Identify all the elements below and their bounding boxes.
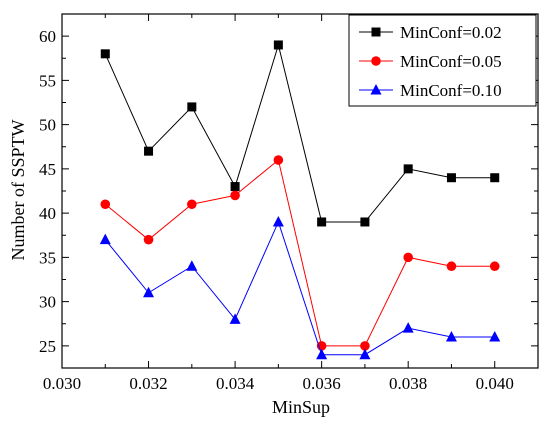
y-tick-label: 35 — [39, 248, 56, 267]
data-point — [100, 49, 110, 59]
data-point — [490, 173, 500, 183]
x-tick-label: 0.030 — [43, 374, 81, 393]
data-point — [143, 234, 154, 245]
legend-label: MinConf=0.10 — [400, 81, 502, 100]
data-point — [230, 190, 240, 201]
data-point — [446, 173, 456, 183]
series-3 — [99, 215, 501, 360]
series-line — [104, 220, 495, 356]
data-point — [100, 199, 111, 210]
data-point — [403, 252, 413, 263]
x-tick-label: 0.040 — [476, 374, 514, 393]
data-point — [99, 233, 111, 245]
data-point — [445, 331, 457, 342]
series-2 — [100, 155, 500, 351]
legend-marker — [370, 84, 382, 95]
legend-marker — [371, 56, 381, 66]
x-tick-label: 0.032 — [129, 374, 167, 393]
data-point — [229, 313, 241, 324]
data-point — [272, 215, 284, 227]
data-point — [273, 155, 284, 165]
y-tick-label: 55 — [39, 71, 56, 90]
data-point — [360, 217, 370, 227]
data-point — [187, 102, 197, 112]
data-point — [402, 322, 414, 333]
y-tick-label: 25 — [39, 337, 56, 356]
x-tick-label: 0.036 — [303, 374, 341, 393]
legend: MinConf=0.02 MinConf=0.05 MinConf=0.10 — [348, 14, 537, 107]
y-tick-label: 60 — [39, 27, 56, 46]
legend-marker — [371, 27, 381, 37]
data-point — [186, 260, 198, 271]
data-point — [446, 261, 457, 272]
x-tick-label: 0.038 — [389, 374, 427, 393]
y-tick-label: 45 — [39, 160, 56, 179]
data-point — [317, 217, 327, 227]
data-point — [273, 40, 283, 50]
data-point — [187, 199, 197, 210]
data-point — [489, 261, 500, 272]
data-point — [360, 341, 370, 351]
legend-label: MinConf=0.02 — [400, 23, 502, 42]
x-axis-title: MinSup — [272, 397, 330, 417]
y-tick-label: 50 — [39, 116, 56, 135]
data-point — [359, 348, 371, 360]
x-tick-label: 0.034 — [216, 374, 255, 393]
series-line — [104, 159, 495, 347]
data-point — [230, 182, 240, 192]
data-point — [489, 331, 501, 342]
y-axis-title: Number of SSPTW — [8, 119, 28, 260]
y-tick-label: 30 — [39, 293, 56, 312]
data-point — [144, 146, 154, 156]
data-point — [403, 164, 413, 174]
legend-label: MinConf=0.05 — [400, 52, 502, 71]
series-1 — [100, 40, 500, 227]
series-line — [104, 43, 495, 223]
y-tick-label: 40 — [39, 204, 56, 223]
data-point — [316, 348, 328, 360]
data-point — [143, 286, 155, 298]
